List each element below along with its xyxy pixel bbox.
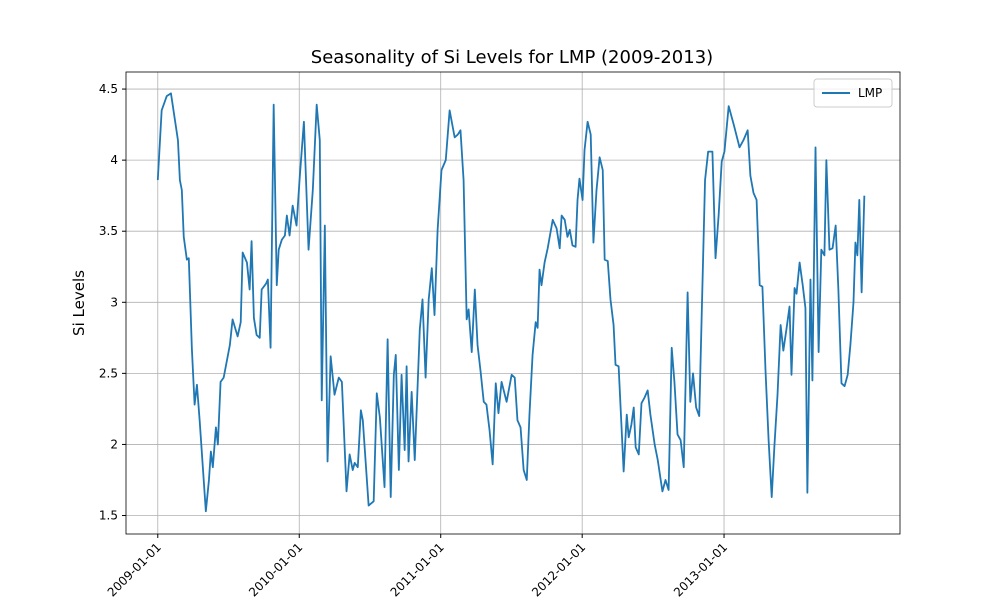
y-tick-label: 4.5 (99, 82, 118, 96)
x-tick-label: 2009-01-01 (105, 540, 164, 599)
y-tick-label: 3.5 (99, 224, 118, 238)
y-tick-label: 2.5 (99, 366, 118, 380)
legend: LMP (813, 78, 893, 108)
y-axis-label: Si Levels (70, 270, 88, 336)
chart-title: Seasonality of Si Levels for LMP (2009-2… (311, 47, 713, 68)
x-tick-label: 2010-01-01 (246, 540, 305, 599)
y-tick-label: 2 (110, 437, 118, 451)
y-tick-label: 1.5 (99, 509, 118, 523)
y-tick-label: 3 (110, 295, 118, 309)
x-tick-label: 2013-01-01 (671, 540, 730, 599)
y-tick-label: 4 (110, 153, 118, 167)
data-line (156, 92, 866, 513)
x-tick-label: 2011-01-01 (388, 540, 447, 599)
legend-label: LMP (858, 86, 882, 100)
plot-frame (125, 71, 901, 535)
x-tick-label: 2012-01-01 (529, 540, 588, 599)
legend-box (813, 78, 893, 108)
